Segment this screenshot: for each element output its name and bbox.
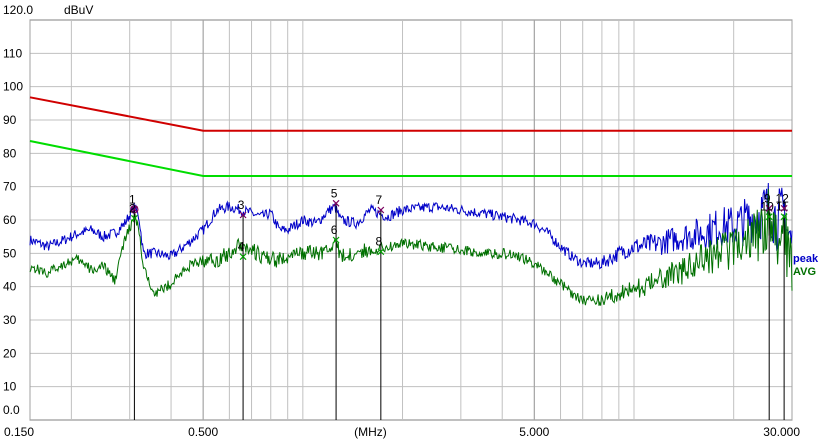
legend-peak: peak [793,253,819,265]
x-tick-label: 30.000 [763,425,800,439]
marker-cross-b [765,213,773,221]
series-avg-line [29,188,793,306]
marker-cross-b [780,204,788,212]
grid [29,20,793,420]
marker-label: 12 [775,191,789,205]
y-tick-label: 60 [3,213,17,227]
marker-label: 3 [238,198,245,212]
marker-5: 5 [331,186,340,207]
limit-lines [29,96,792,177]
marker-label: 1 [129,192,136,206]
marker-label: 2 [129,201,136,215]
x-tick-label: 5.000 [519,425,549,439]
x-tick-label: 0.500 [188,425,218,439]
marker-2: 2 [129,201,138,222]
x-tick-label: 0.150 [4,425,34,439]
marker-cross-b [130,214,138,222]
limit-line-avg [29,140,792,177]
marker-10: 10 [761,200,775,221]
y-tick-label: 10 [3,380,17,394]
marker-cross-b [239,253,247,261]
x-tick-label: (MHz) [354,425,387,439]
marker-12: 12 [775,191,789,212]
marker-8: 8 [375,235,385,256]
marker-cross-b [377,248,385,256]
y-tick-label: 40 [3,280,17,294]
y-tick-label: 30 [3,313,17,327]
marker-cross-b [765,204,773,212]
marker-cross-b [780,213,788,221]
marker-4: 4 [238,240,247,261]
y-tick-label: 100 [3,80,23,94]
y-tick-label: 70 [3,180,17,194]
marker-cross-b [332,199,340,207]
y-tick-label: 20 [3,346,17,360]
y-tick-label: 0.0 [3,403,20,417]
marker-1: 1 [129,192,139,214]
marker-6: 6 [331,223,340,244]
y-axis-unit: dBuV [64,3,93,17]
marker-label: 6 [331,223,338,237]
y-tick-label: 90 [3,113,17,127]
marker-cross-b [239,211,247,219]
marker-9: 9 [764,191,773,212]
series-peak-line [29,182,793,270]
marker-cross-b [332,236,340,244]
marker-cross-b [130,205,138,213]
y-tick-label: 110 [3,46,22,60]
marker-cross-b [377,206,385,214]
limit-line-qp [29,96,792,132]
marker-circle [130,205,139,214]
series-lines [29,182,793,306]
y-tick-label: 50 [3,246,17,260]
y-tick-labels: 0.0 10 20 30 40 50 60 70 80 90 100 110 120.0 [3,3,33,417]
legend-avg: AVG [793,266,816,278]
y-tick-label: 80 [3,146,17,160]
marker-label: 5 [331,186,338,200]
x-tick-labels: 0.150 0.500 (MHz) 5.000 30.000 [4,425,800,439]
marker-label: 7 [375,193,382,207]
marker-label: 10 [761,200,775,214]
marker-3: 3 [238,198,247,219]
marker-label: 4 [238,240,245,254]
marker-label: 8 [375,235,382,249]
y-tick-label: 120.0 [3,3,33,17]
marker-label: 9 [764,191,771,205]
marker-7: 7 [375,193,385,214]
